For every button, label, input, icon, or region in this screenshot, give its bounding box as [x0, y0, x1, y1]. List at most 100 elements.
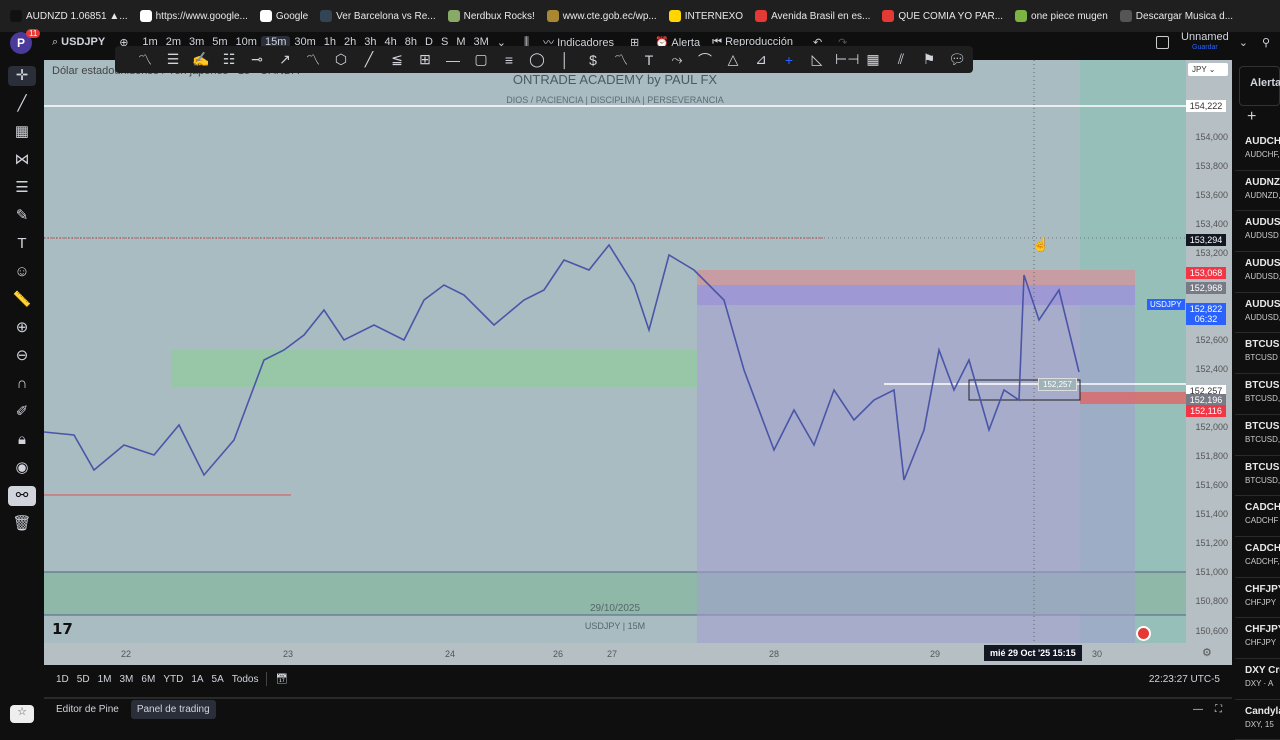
- fan-icon[interactable]: ≦: [391, 51, 403, 67]
- price-axis[interactable]: 154,000 153,800 153,600 153,400 153,200 152,6…: [1186, 60, 1232, 665]
- range-1M[interactable]: 1M: [97, 673, 112, 685]
- fib-icon[interactable]: ▦: [14, 123, 30, 140]
- maximize-icon[interactable]: ⛶: [1215, 704, 1222, 715]
- alert-button[interactable]: ⏰ Alerta: [655, 36, 701, 49]
- range-5A[interactable]: 5A: [211, 673, 224, 685]
- pattern-icon[interactable]: ⋈: [14, 151, 30, 168]
- hline-icon[interactable]: —: [446, 51, 460, 68]
- forecast-icon[interactable]: ☰: [15, 179, 29, 196]
- zoom-in-icon[interactable]: ⊕: [15, 319, 29, 336]
- bookmark-item[interactable]: AUDNZD 1.06851 ▲...: [10, 10, 128, 22]
- range-1D[interactable]: 1D: [56, 673, 69, 685]
- watchlist-item[interactable]: AUDUSD AUDUSD,: [1235, 252, 1280, 293]
- us-flag-icon[interactable]: [1136, 626, 1151, 641]
- bookmark-item[interactable]: Ver Barcelona vs Re...: [320, 10, 436, 22]
- range-Todos[interactable]: Todos: [231, 673, 259, 685]
- timeframe-3h[interactable]: 3h: [364, 35, 377, 48]
- replay-button[interactable]: ⏮ Reproducción: [712, 35, 793, 48]
- watchlist-item[interactable]: AUDUSD AUDUSD,: [1235, 293, 1280, 334]
- fib-tool-icon[interactable]: ☷: [222, 51, 236, 67]
- path-icon[interactable]: ⤳: [671, 51, 683, 67]
- watchlist-item[interactable]: CHFJPY CHFJPY: [1235, 578, 1280, 619]
- redo-icon[interactable]: ↷: [838, 36, 848, 49]
- range-6M[interactable]: 6M: [141, 673, 156, 685]
- ellipse-icon[interactable]: ◯: [529, 51, 545, 67]
- crosshair-icon[interactable]: ✛: [8, 66, 36, 86]
- timeframe-M[interactable]: M: [456, 35, 466, 48]
- horizontal-ray-icon[interactable]: ⊸: [251, 51, 263, 67]
- templates-icon[interactable]: ⊞: [629, 36, 640, 49]
- add-symbol-icon[interactable]: ⊕: [119, 36, 129, 49]
- avatar[interactable]: P: [10, 32, 32, 54]
- rectangle-icon[interactable]: ▢: [474, 51, 488, 67]
- text-tool-icon[interactable]: T: [644, 51, 654, 68]
- bookmark-item[interactable]: QUE COMIA YO PAR...: [882, 10, 1003, 22]
- timeframe-S[interactable]: S: [440, 35, 449, 48]
- bookmark-item[interactable]: https://www.google...: [139, 10, 248, 22]
- watchlist-item[interactable]: AUDUSD AUDUSD: [1235, 211, 1280, 253]
- chart-type-icon[interactable]: ⫼: [523, 35, 530, 48]
- chevron-down-icon[interactable]: ⌄: [496, 36, 506, 49]
- favorites-star-icon[interactable]: ☆: [10, 705, 34, 723]
- range-3M[interactable]: 3M: [119, 673, 134, 685]
- arrow-tool-icon[interactable]: ↗: [279, 51, 291, 67]
- flag-icon[interactable]: ⚑: [922, 51, 936, 67]
- timeframe-1m[interactable]: 1m: [142, 35, 158, 48]
- curve-icon[interactable]: ⌒: [698, 51, 712, 68]
- abcd-icon[interactable]: 〽: [614, 51, 628, 68]
- ruler-icon[interactable]: 📏: [12, 291, 32, 308]
- watchlist-item[interactable]: CHFJPY CHFJPY: [1235, 618, 1280, 659]
- triangle-pattern-icon[interactable]: ◺: [811, 51, 823, 67]
- timeframe-2h[interactable]: 2h: [344, 35, 357, 48]
- zoom-out-icon[interactable]: ⊖: [15, 347, 29, 364]
- bookmark-item[interactable]: one piece mugen: [1015, 10, 1108, 22]
- currency-select[interactable]: JPY ⌄: [1188, 63, 1228, 76]
- watchlist-item[interactable]: AUDCHF AUDCHF,: [1235, 130, 1280, 171]
- vline-icon[interactable]: │: [560, 51, 570, 68]
- watchlist-item[interactable]: CADCHF CADCHF: [1235, 496, 1280, 537]
- bookmark-item[interactable]: Google: [259, 10, 308, 22]
- fib-wedge-icon[interactable]: ⊿: [755, 51, 767, 67]
- lines-icon[interactable]: ≡: [504, 51, 514, 68]
- link-icon[interactable]: ⚯: [8, 486, 36, 506]
- watchlist-item[interactable]: BTCUSD BTCUSD: [1235, 333, 1280, 375]
- grid-tool-icon[interactable]: ⊞: [419, 51, 431, 67]
- watchlist-item[interactable]: BTCUSD BTCUSD,: [1235, 374, 1280, 415]
- trash-icon[interactable]: 🗑︎: [12, 515, 32, 532]
- watchlist-item[interactable]: DXY Cru DXY · A: [1235, 659, 1280, 700]
- range-YTD[interactable]: YTD: [163, 673, 184, 685]
- eye-icon[interactable]: ◉: [15, 459, 29, 476]
- bookmark-item[interactable]: Avenida Brasil en es...: [755, 10, 870, 22]
- trendline-icon[interactable]: ╱: [17, 95, 27, 112]
- line-tool-icon[interactable]: ╱: [364, 51, 374, 67]
- symbol-search[interactable]: USDJPY: [61, 36, 106, 48]
- comment-icon[interactable]: 💬︎: [948, 51, 966, 67]
- timeframe-5m[interactable]: 5m: [212, 35, 228, 48]
- range-5D[interactable]: 5D: [76, 673, 90, 685]
- settings-icon[interactable]: ⚙: [1202, 647, 1212, 659]
- quick-search-icon[interactable]: ⚲: [1261, 36, 1270, 49]
- timeframe-30m[interactable]: 30m: [294, 35, 316, 48]
- timeframe-10m[interactable]: 10m: [235, 35, 257, 48]
- timeframe-D[interactable]: D: [425, 35, 433, 48]
- parallel-channel-icon[interactable]: ☰: [166, 51, 180, 67]
- watchlist-item[interactable]: CADCHF CADCHF,: [1235, 537, 1280, 578]
- gann-box-icon[interactable]: ▦: [866, 51, 880, 67]
- lock-drawing-icon[interactable]: ✐: [15, 403, 29, 420]
- watchlist-item[interactable]: AUDNZD AUDNZD,: [1235, 171, 1280, 212]
- triangle-icon[interactable]: △: [727, 51, 739, 67]
- cross-icon[interactable]: +: [784, 51, 794, 68]
- polygon-icon[interactable]: ⬡: [334, 51, 348, 67]
- bookmark-item[interactable]: Nerdbux Rocks!: [447, 10, 535, 22]
- timeframe-15m[interactable]: 15m: [260, 35, 291, 49]
- search-icon[interactable]: ⌕: [52, 35, 59, 48]
- pattern-tool-icon[interactable]: 〽: [138, 51, 152, 68]
- timeframe-3m[interactable]: 3m: [188, 35, 205, 48]
- timeframe-4h[interactable]: 4h: [384, 35, 397, 48]
- watchlist-item[interactable]: BTCUSD BTCUSD,: [1235, 415, 1280, 456]
- xabcd-icon[interactable]: 〽: [306, 51, 320, 68]
- brush-icon[interactable]: ✎: [15, 207, 29, 224]
- magnet-icon[interactable]: ∩: [16, 375, 28, 392]
- bookmark-item[interactable]: Descargar Musica d...: [1119, 10, 1233, 22]
- range-1A[interactable]: 1A: [191, 673, 204, 685]
